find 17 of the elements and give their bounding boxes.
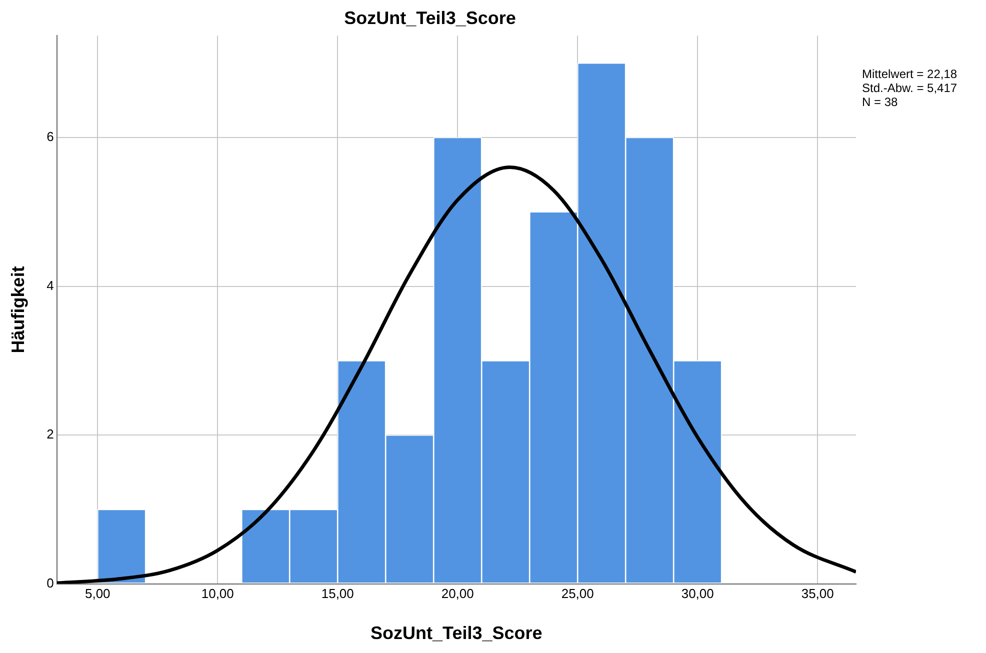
y-tick-label: 4	[46, 278, 54, 293]
x-tick-label: 35,00	[801, 586, 834, 602]
y-tick-label: 0	[46, 575, 54, 590]
x-tick-label: 25,00	[561, 586, 594, 602]
y-tick-label: 6	[46, 129, 54, 144]
chart-title: SozUnt_Teil3_Score	[344, 8, 516, 28]
text: Std.-Abw. = 5,417	[862, 81, 958, 95]
y-axis-title: Häufigkeit	[8, 266, 28, 354]
y-tick-label: 2	[46, 426, 54, 442]
x-tick-label: 20,00	[441, 586, 474, 602]
text: N = 38	[862, 95, 899, 109]
x-tick-label: 10,00	[201, 586, 234, 602]
x-tick-label: 5,00	[84, 586, 110, 602]
text: Mittelwert = 22,18	[862, 67, 958, 81]
x-tick-label: 15,00	[321, 586, 354, 602]
x-axis-title: SozUnt_Teil3_Score	[370, 623, 542, 644]
x-tick-label: 30,00	[681, 586, 714, 602]
